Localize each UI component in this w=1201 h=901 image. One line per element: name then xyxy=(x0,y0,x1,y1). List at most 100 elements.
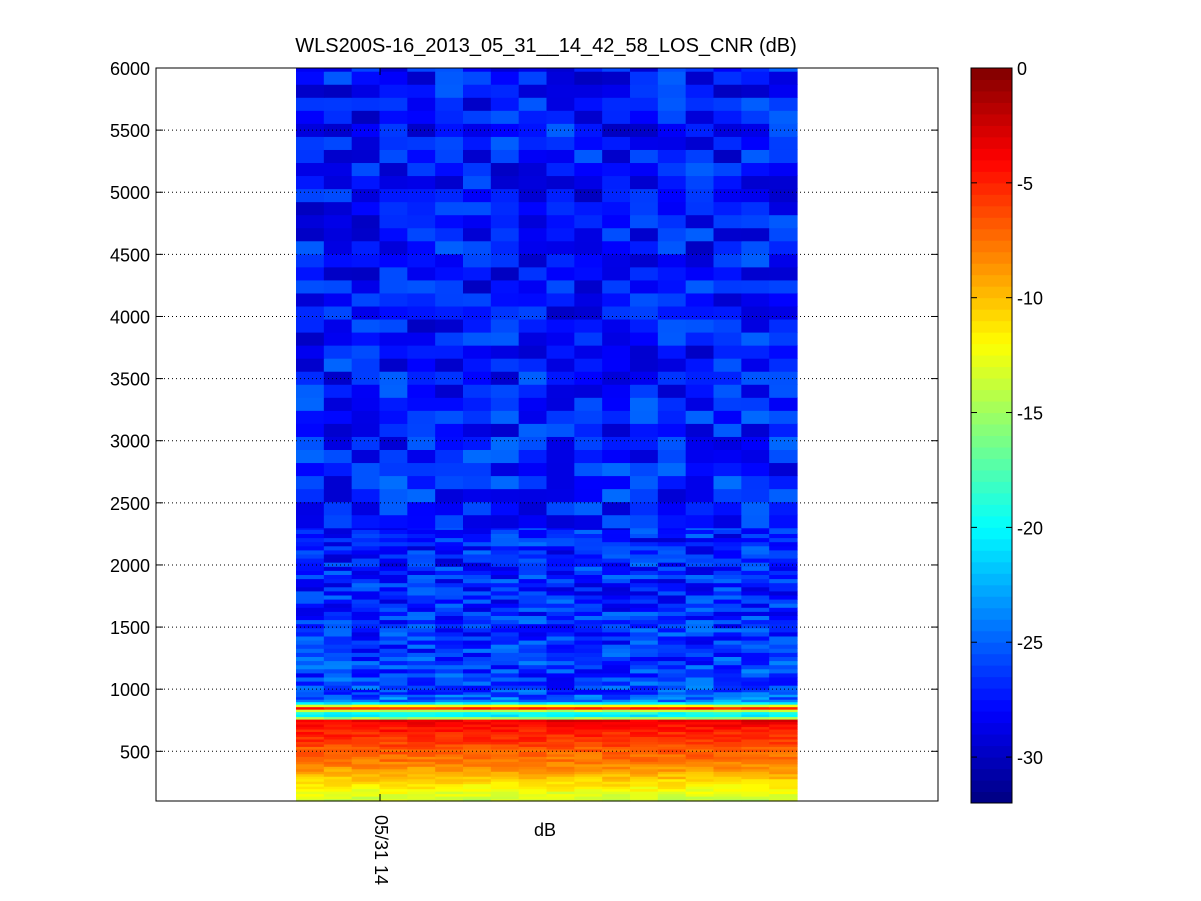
heatmap-cell xyxy=(769,279,798,294)
colorbar-segment xyxy=(971,446,1012,459)
heatmap-cell xyxy=(602,763,631,767)
heatmap-cell xyxy=(379,736,408,740)
heatmap-cell xyxy=(546,305,575,320)
heatmap-cell xyxy=(574,371,603,385)
heatmap-cell xyxy=(407,788,436,792)
heatmap-cell xyxy=(518,721,548,725)
heatmap-cell xyxy=(546,723,575,728)
heatmap-cell xyxy=(713,266,742,281)
heatmap-cell xyxy=(769,711,798,715)
heatmap-cell xyxy=(407,738,436,742)
heatmap-cell xyxy=(546,696,575,700)
heatmap-cell xyxy=(463,384,492,398)
heatmap-cell xyxy=(296,553,325,559)
heatmap-cell xyxy=(435,175,464,190)
heatmap-cell xyxy=(379,475,408,490)
heatmap-cell xyxy=(630,253,659,268)
heatmap-cell xyxy=(769,746,798,750)
heatmap-cell xyxy=(490,615,520,621)
heatmap-cell xyxy=(463,788,492,792)
heatmap-cell xyxy=(323,704,353,708)
heatmap-cell xyxy=(379,652,408,657)
heatmap-cell xyxy=(657,704,687,708)
heatmap-cell xyxy=(630,716,659,720)
colorbar-segment xyxy=(971,584,1012,597)
colorbar-segment xyxy=(971,125,1012,138)
heatmap-cell xyxy=(351,751,381,755)
heatmap-cell xyxy=(769,763,798,767)
heatmap-cell xyxy=(657,714,687,718)
heatmap-cell xyxy=(630,728,659,733)
heatmap-cell xyxy=(351,332,381,346)
heatmap-cell xyxy=(463,533,492,539)
heatmap-cell xyxy=(518,756,548,760)
colorbar-segment xyxy=(971,780,1012,793)
heatmap-cell xyxy=(351,292,381,307)
heatmap-cell xyxy=(546,796,575,800)
heatmap-cell xyxy=(518,462,548,477)
heatmap-cell xyxy=(323,619,353,625)
heatmap-cell xyxy=(435,726,464,730)
heatmap-cell xyxy=(602,753,631,757)
heatmap-cell xyxy=(546,731,575,735)
heatmap-cell xyxy=(657,266,687,281)
heatmap-cell xyxy=(379,689,408,693)
heatmap-cell xyxy=(741,746,770,750)
heatmap-cell xyxy=(323,631,353,637)
heatmap-cell xyxy=(741,773,770,777)
heatmap-cell xyxy=(490,756,520,760)
heatmap-cell xyxy=(407,578,436,584)
heatmap-cell xyxy=(630,738,659,742)
heatmap-cell xyxy=(546,68,575,72)
heatmap-cell xyxy=(407,541,436,547)
heatmap-cell xyxy=(490,175,520,190)
heatmap-cell xyxy=(602,449,631,464)
heatmap-cell xyxy=(546,436,575,450)
heatmap-cell xyxy=(602,175,631,190)
colorbar-segment xyxy=(971,527,1012,540)
heatmap-cell xyxy=(490,733,520,737)
heatmap-cell xyxy=(407,656,436,662)
heatmap-cell xyxy=(490,410,520,424)
heatmap-cell xyxy=(685,776,715,780)
heatmap-cell xyxy=(518,594,548,600)
heatmap-cell xyxy=(435,685,464,690)
heatmap-cell xyxy=(463,68,492,72)
heatmap-cell xyxy=(379,783,408,787)
heatmap-cell xyxy=(518,793,548,797)
heatmap-cell xyxy=(630,756,659,760)
colorbar-segment xyxy=(971,424,1012,436)
heatmap-cell xyxy=(351,738,381,742)
heatmap-cell xyxy=(630,766,659,770)
heatmap-cell xyxy=(630,711,659,715)
heatmap-cell xyxy=(602,668,631,674)
heatmap-cell xyxy=(407,345,436,359)
heatmap-cell xyxy=(490,694,520,698)
heatmap-cell xyxy=(323,793,353,797)
heatmap-cell xyxy=(546,514,575,529)
heatmap-cell xyxy=(685,709,715,713)
heatmap-cell xyxy=(407,136,436,150)
heatmap-cell xyxy=(657,711,687,715)
heatmap-cell xyxy=(713,586,742,592)
heatmap-cell xyxy=(463,761,492,765)
heatmap-cell xyxy=(546,631,575,637)
heatmap-cell xyxy=(769,766,798,770)
heatmap-cell xyxy=(296,771,325,775)
heatmap-cell xyxy=(657,345,687,359)
heatmap-cell xyxy=(602,110,631,124)
heatmap-cell xyxy=(685,716,715,720)
colorbar-segment xyxy=(971,561,1012,574)
heatmap-cell xyxy=(490,590,520,596)
heatmap-cell xyxy=(630,743,659,747)
heatmap-cell xyxy=(351,533,381,539)
heatmap-cell xyxy=(351,527,381,530)
heatmap-cell xyxy=(296,668,325,674)
heatmap-cell xyxy=(574,796,603,800)
heatmap-cell xyxy=(351,305,381,320)
heatmap-cell xyxy=(713,771,742,775)
heatmap-cell xyxy=(741,68,770,72)
heatmap-cell xyxy=(741,685,770,690)
heatmap-cell xyxy=(602,553,631,559)
heatmap-cell xyxy=(518,175,548,190)
